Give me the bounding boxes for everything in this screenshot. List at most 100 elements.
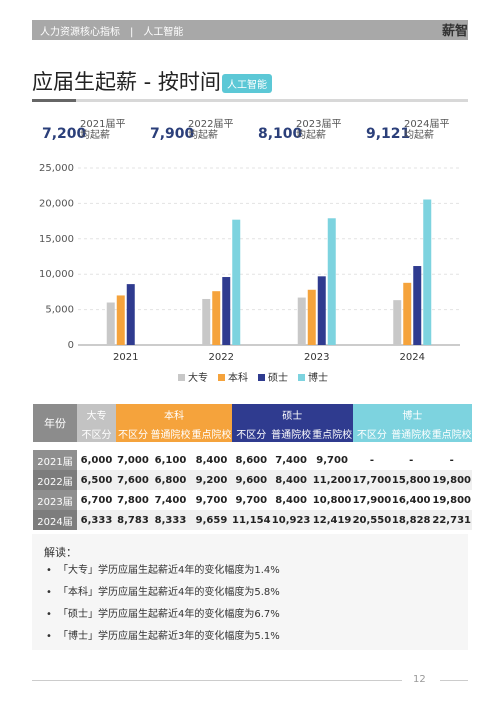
- group-header-dazhuan: 大专: [77, 404, 116, 424]
- legend-label-博士: 博士: [308, 371, 328, 384]
- table-cell: 7,000: [116, 450, 150, 470]
- title-divider: [32, 99, 468, 102]
- interpretation-heading: 解读：: [44, 546, 77, 559]
- title-divider-accent: [32, 99, 76, 102]
- interpretation-list: 「大专」学历应届生起薪近4年的变化幅度为1.4% 「本科」学历应届生起薪近4年的…: [46, 564, 280, 652]
- table-cell: 15,800: [391, 470, 432, 490]
- kpi-label: 2023届平均起薪: [296, 119, 342, 141]
- bar-2024-本科: [403, 282, 412, 345]
- legend-swatch: [178, 374, 185, 381]
- table-cell: 10,923: [270, 510, 312, 530]
- legend-swatch: [258, 374, 265, 381]
- table-row: 2023届 6,700 7,800 7,400 9,700 9,700 8,400 10,80…: [33, 490, 473, 510]
- kpi-value: 7,900: [150, 126, 195, 142]
- page-number: 12: [413, 674, 426, 685]
- y-tick-label: 0: [68, 340, 74, 351]
- bar-2024-博士: [423, 199, 432, 345]
- table-cell: 9,700: [311, 450, 353, 470]
- table-cell: 7,400: [150, 490, 191, 510]
- y-tick-label: 20,000: [39, 198, 74, 209]
- table-cell: 8,400: [191, 450, 232, 470]
- y-tick-label: 5,000: [45, 305, 74, 316]
- kpi-value: 9,121: [366, 126, 411, 142]
- x-tick-label: 2021: [113, 352, 138, 363]
- sub-header: 普通院校: [391, 424, 432, 442]
- table-sub-header: 不区分 不区分 普通院校 重点院校 不区分 普通院校 重点院校 不区分 普通院校…: [33, 424, 473, 442]
- table-cell: 11,154: [232, 510, 271, 530]
- bar-2021-本科: [116, 295, 125, 345]
- breadcrumb: 人力资源核心指标 | 人工智能: [40, 27, 184, 38]
- table-cell: 8,400: [270, 470, 312, 490]
- table-cell: -: [352, 450, 392, 470]
- table-cell: 11,200: [311, 470, 353, 490]
- table-cell: 9,700: [191, 490, 232, 510]
- table-cell: 6,100: [150, 450, 191, 470]
- sub-header: 不区分: [352, 424, 392, 442]
- x-tick-label: 2022: [209, 352, 234, 363]
- y-tick-label: 15,000: [39, 234, 74, 245]
- table-cell: 9,659: [191, 510, 232, 530]
- table-row: 2024届 6,333 8,783 8,333 9,659 11,154 10,923 12,…: [33, 510, 473, 530]
- group-header-shuoshi: 硕士: [232, 404, 353, 424]
- bar-2022-硕士: [222, 277, 231, 345]
- bar-2023-大专: [297, 297, 306, 345]
- salary-bar-chart: 0 5,000 10,000 15,000 20,000 25,000 2021 2022 20…: [39, 163, 460, 384]
- table-cell: 9,600: [232, 470, 271, 490]
- footer-divider-right: [440, 680, 468, 681]
- bar-2023-硕士: [317, 276, 326, 345]
- brand-logo-text: 薪智: [441, 24, 468, 39]
- top-bar: 人力资源核心指标 | 人工智能: [32, 20, 468, 40]
- sub-header: 重点院校: [191, 424, 232, 442]
- bar-2021-大专: [106, 302, 115, 345]
- kpi-label: 2024届平均起薪: [404, 119, 450, 141]
- table-cell: 7,600: [116, 470, 150, 490]
- table-cell: 6,800: [150, 470, 191, 490]
- list-item: 「博士」学历应届生起薪近3年的变化幅度为5.1%: [46, 630, 280, 652]
- bar-2022-大专: [202, 298, 211, 345]
- industry-tag: 人工智能: [222, 74, 272, 93]
- group-header-benke: 本科: [116, 404, 232, 424]
- bar-2024-硕士: [413, 266, 422, 345]
- list-item: 「大专」学历应届生起薪近4年的变化幅度为1.4%: [46, 564, 280, 586]
- kpi-label: 2022届平均起薪: [188, 119, 234, 141]
- table-cell: 9,200: [191, 470, 232, 490]
- interpretation-panel: 解读： 「大专」学历应届生起薪近4年的变化幅度为1.4% 「本科」学历应届生起薪…: [32, 534, 468, 650]
- kpi-label: 2021届平均起薪: [80, 119, 126, 141]
- sub-header: 重点院校: [311, 424, 353, 442]
- footer-divider: [32, 680, 402, 681]
- list-item: 「本科」学历应届生起薪近4年的变化幅度为5.8%: [46, 586, 280, 608]
- table-cell: -: [431, 450, 473, 470]
- kpi-value: 7,200: [42, 126, 87, 142]
- legend-swatch: [298, 374, 305, 381]
- page-title: 应届生起薪 - 按时间: [32, 70, 221, 94]
- table-row: 2022届 6,500 7,600 6,800 9,200 9,600 8,400 11,20…: [33, 470, 473, 490]
- bar-2022-博士: [232, 219, 241, 345]
- x-tick-label: 2024: [400, 352, 425, 363]
- table-cell: 8,400: [270, 490, 312, 510]
- kpi-value: 8,100: [258, 126, 303, 142]
- row-year: 2023届: [33, 490, 77, 510]
- legend-label-硕士: 硕士: [268, 371, 288, 384]
- table-cell: 18,828: [391, 510, 432, 530]
- table-cell: 6,500: [77, 470, 116, 490]
- sub-header: 重点院校: [431, 424, 473, 442]
- y-tick-label: 10,000: [39, 269, 74, 280]
- table-cell: 6,700: [77, 490, 116, 510]
- row-year: 2022届: [33, 470, 77, 490]
- table-cell: 17,700: [352, 470, 392, 490]
- legend-label-本科: 本科: [228, 371, 248, 384]
- year-header: 年份: [33, 404, 77, 442]
- table-cell: 10,800: [311, 490, 353, 510]
- table-cell: 19,800: [431, 470, 473, 490]
- salary-table: 年份 大专 本科 硕士 博士 不区分 不区分 普通院校 重点院校 不区分 普通院…: [33, 404, 473, 530]
- table-cell: 8,333: [150, 510, 191, 530]
- table-cell: 17,900: [352, 490, 392, 510]
- table-cell: 9,700: [232, 490, 271, 510]
- bar-2023-博士: [327, 218, 336, 345]
- x-tick-label: 2023: [304, 352, 329, 363]
- table-cell: 22,731: [431, 510, 473, 530]
- sub-header: 普通院校: [270, 424, 312, 442]
- row-year: 2024届: [33, 510, 77, 530]
- sub-header: 不区分: [116, 424, 150, 442]
- table-cell: 20,550: [352, 510, 392, 530]
